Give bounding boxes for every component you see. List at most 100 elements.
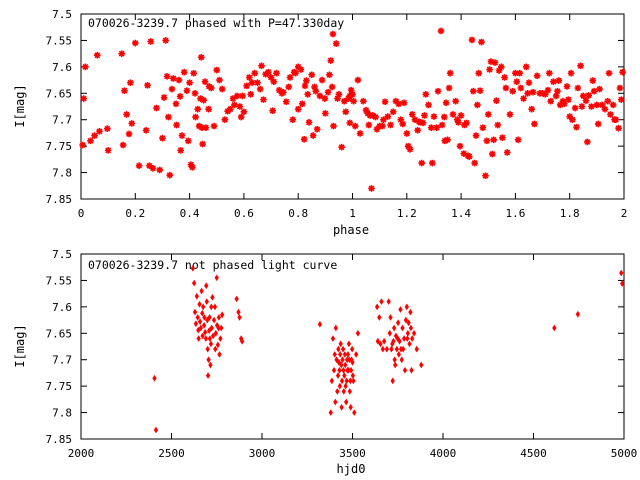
phased-data-point [609,101,617,109]
phased-data-point [389,108,397,116]
unphased-data-point [389,345,394,353]
phased-data-point [612,116,620,124]
unphased-light-curve-panel: 070026-3239.7 not phased light curve hjd… [13,248,637,476]
unphased-data-point [337,382,342,390]
unphased-data-point [213,329,219,337]
phased-x-tick-label: 1 [349,207,356,220]
phased-x-tick-label: 1.8 [560,207,580,220]
phased-data-point [313,125,321,133]
phased-data-point [349,91,356,98]
phased-data-point [579,92,587,100]
unphased-data-point [335,388,340,395]
phased-data-point [445,84,453,92]
unphased-data-point [349,345,355,353]
phased-data-point [187,161,195,168]
unphased-data-point [391,337,396,345]
phased-data-point [128,120,136,127]
phased-data-point [541,91,549,98]
phased-data-point [399,120,407,128]
phased-data-point [427,124,435,131]
phased-data-point [403,130,411,137]
phased-data-point [218,85,226,93]
unphased-data-point [401,335,407,342]
unphased-data-point [384,345,390,353]
phased-data-point [503,149,511,156]
phased-data-point [483,137,491,145]
unphased-data-point [344,377,349,385]
unphased-data-point [392,356,397,364]
phased-data-point [135,162,143,169]
unphased-data-point [205,372,211,379]
phased-data-point [442,99,450,107]
phased-data-point [509,87,516,95]
phased-data-point [392,97,400,105]
unphased-data-point [351,377,356,385]
unphased-data-point [206,327,212,334]
phased-data-point [312,87,320,95]
unphased-data-point [342,351,348,358]
phased-data-point [297,66,305,73]
phased-data-point [197,54,205,61]
phased-x-tick-label: 2 [621,207,628,220]
phased-data-point [301,82,309,90]
phased-data-point [273,69,280,77]
unphased-data-point [404,303,409,311]
unphased-data-point [212,303,218,311]
phased-data-point [282,98,290,106]
phased-data-point [418,159,426,167]
unphased-x-tick-label: 4500 [520,447,547,460]
phased-data-point [91,132,98,139]
phased-data-point [430,113,438,120]
unphased-data-point [414,345,419,353]
phased-data-point [384,113,392,120]
phased-data-point [494,121,502,129]
phased-data-point [322,110,329,117]
phased-data-point [127,79,134,87]
phased-data-point [248,79,256,87]
phased-data-point [441,137,449,145]
phased-data-point [300,135,308,143]
unphased-data-point [552,324,557,332]
phased-data-point [119,141,127,149]
phased-data-point [149,165,157,172]
unphased-data-point [377,314,382,321]
phased-data-point [79,141,86,149]
phased-data-point [528,105,535,113]
unphased-data-point [345,351,351,358]
unphased-y-tick-label: 7.6 [52,301,72,314]
phased-data-point [577,62,584,70]
phased-data-point [421,112,428,119]
phased-data-point [601,105,609,113]
unphased-data-point [216,314,222,321]
phased-data-point [216,76,223,84]
unphased-data-point [620,280,625,287]
phased-y-tick-label: 7.55 [46,34,73,47]
unphased-data-point [198,324,203,332]
unphased-data-point [347,388,352,395]
phased-data-point [347,86,355,94]
unphased-data-point [333,324,339,332]
phased-data-point [82,63,89,71]
unphased-data-point [342,372,347,379]
unphased-data-point [619,269,624,277]
phased-data-point [265,68,272,76]
unphased-data-point [390,377,395,385]
phased-data-point [554,87,561,95]
unphased-chart-title: 070026-3239.7 not phased light curve [88,258,337,272]
phased-data-point [400,99,408,107]
unphased-x-tick-label: 5000 [611,447,638,460]
unphased-x-tick-label: 3000 [249,447,276,460]
unphased-data-point [205,345,210,353]
phased-data-point [381,98,389,106]
phased-data-point [342,108,350,116]
unphased-data-point [201,322,207,329]
phased-data-point [559,97,567,105]
unphased-data-point [191,279,197,287]
unphased-data-point [197,300,202,308]
phased-data-point [243,82,250,90]
unphased-data-point [331,366,337,374]
unphased-data-point [193,320,199,328]
phased-data-point [490,136,497,144]
phased-data-point [298,100,306,108]
phased-data-point [309,132,317,139]
